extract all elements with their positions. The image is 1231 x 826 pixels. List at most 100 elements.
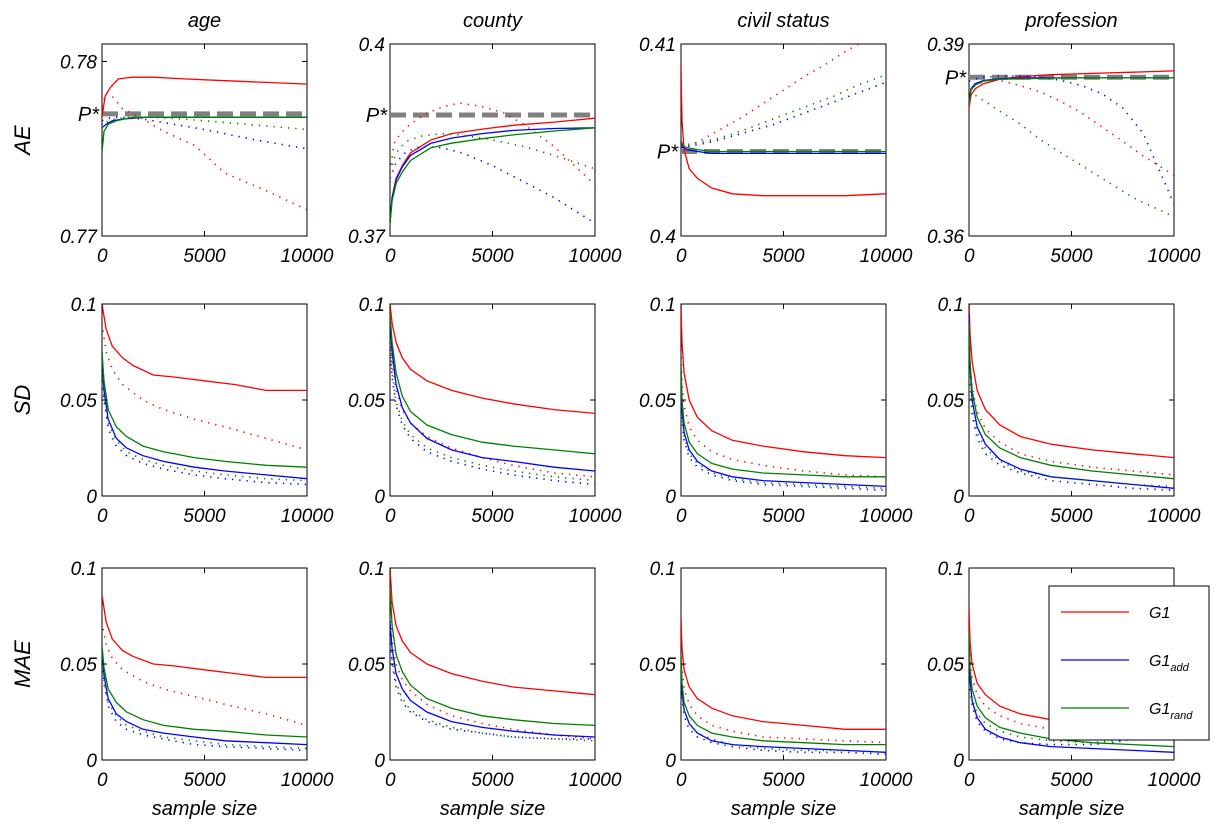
subplot-r1-c2: 0 0.05 0.1 0 5000 10000 <box>639 295 913 527</box>
x-tick-label: 0 <box>676 770 687 791</box>
x-tick-label: 10000 <box>569 506 622 527</box>
axes-box <box>389 43 596 237</box>
x-tick-label: 0 <box>385 506 396 527</box>
legend-label-subscript: rand <box>1170 710 1193 722</box>
subplot-r0-c0: 0.77 0.78 0 5000 10000 P* age AE <box>10 10 334 267</box>
y-tick-label: 0.05 <box>927 391 964 412</box>
legend-entry-G1: G1 <box>1061 605 1170 622</box>
y-tick-label: 0 <box>374 751 385 772</box>
x-tick-label: 10000 <box>1148 770 1201 791</box>
y-tick-label: 0 <box>374 487 385 508</box>
x-tick-label: 5000 <box>1050 506 1093 527</box>
x-tick-label: 0 <box>385 246 396 267</box>
plot-area <box>969 304 1174 491</box>
plot-area <box>102 594 307 752</box>
y-tick-label: 0.1 <box>359 559 385 580</box>
series-G1add-solid <box>681 141 886 155</box>
series-G1-dotted <box>390 606 595 740</box>
subplot-title: civil status <box>737 10 829 32</box>
plot-area <box>969 70 1174 218</box>
y-axis-label: SD <box>10 385 35 416</box>
x-tick-label: 5000 <box>762 770 805 791</box>
series-G1-solid <box>681 304 886 459</box>
series-G1rand-solid <box>681 361 886 478</box>
pstar-label: P* <box>366 105 388 127</box>
subplot-r0-c1: 0.37 0.4 0 5000 10000 P* county <box>348 10 622 267</box>
y-tick-label: 0.1 <box>359 295 385 316</box>
y-tick-label: 0.37 <box>348 227 386 248</box>
x-tick-label: 10000 <box>569 770 622 791</box>
series-G1rand-solid <box>969 633 1174 748</box>
series-G1add-solid <box>102 648 307 746</box>
series-G1-dotted <box>969 79 1174 176</box>
series-G1rand-solid <box>969 77 1174 105</box>
x-tick-label: 5000 <box>471 506 514 527</box>
x-tick-label: 5000 <box>762 246 805 267</box>
y-axis-label: AE <box>10 125 35 157</box>
legend-label: G1 <box>1149 605 1170 622</box>
series-G1-solid <box>969 304 1174 459</box>
subplot-title: county <box>463 10 523 32</box>
y-tick-label: 0.1 <box>71 295 97 316</box>
pstar-label: P* <box>78 104 100 126</box>
series-G1rand-dotted <box>681 376 886 490</box>
subplot-r1-c3: 0 0.05 0.1 0 5000 10000 <box>927 295 1201 527</box>
series-G1add-solid <box>681 371 886 488</box>
x-axis-label: sample size <box>731 798 837 820</box>
y-tick-label: 0.05 <box>639 655 676 676</box>
legend-label-subscript: add <box>1170 662 1189 674</box>
subplot-r0-c3: 0.36 0.39 0 5000 10000 P* profession <box>927 10 1201 267</box>
subplot-r1-c1: 0 0.05 0.1 0 5000 10000 <box>348 295 622 527</box>
y-tick-label: 0.05 <box>927 655 964 676</box>
y-tick-label: 0.77 <box>60 227 98 248</box>
plot-area <box>390 568 595 742</box>
y-tick-label: 0 <box>86 487 97 508</box>
series-G1-solid <box>681 63 886 197</box>
series-G1rand-dotted <box>390 629 595 742</box>
series-G1-solid <box>102 594 307 679</box>
x-tick-label: 10000 <box>569 246 622 267</box>
plot-area <box>390 304 595 486</box>
subplot-title: profession <box>1024 10 1117 32</box>
plot-area <box>390 102 595 224</box>
x-tick-label: 10000 <box>281 246 334 267</box>
axes-box <box>680 567 887 761</box>
y-tick-label: 0.05 <box>639 391 676 412</box>
subplot-r2-c2: 0 0.05 0.1 0 5000 10000 sample size <box>639 559 913 820</box>
series-G1rand-solid <box>102 116 307 153</box>
series-G1rand-dotted <box>102 116 307 131</box>
axes-box <box>101 567 308 761</box>
x-tick-label: 10000 <box>860 506 913 527</box>
y-tick-label: 0.1 <box>650 559 676 580</box>
subplot-title: age <box>188 10 221 32</box>
pstar-label: P* <box>657 142 679 164</box>
series-G1rand-solid <box>681 652 886 746</box>
series-G1-dotted <box>390 332 595 478</box>
y-tick-label: 0 <box>86 751 97 772</box>
series-G1add-solid <box>969 644 1174 753</box>
series-G1rand-dotted <box>969 91 1174 218</box>
x-tick-label: 10000 <box>281 770 334 791</box>
axes-box <box>968 303 1175 497</box>
x-tick-label: 0 <box>964 506 975 527</box>
x-tick-label: 0 <box>97 246 108 267</box>
y-tick-label: 0.4 <box>359 35 385 56</box>
plot-area <box>102 76 307 211</box>
x-tick-label: 0 <box>676 246 687 267</box>
x-tick-label: 10000 <box>860 246 913 267</box>
x-tick-label: 0 <box>676 506 687 527</box>
x-tick-label: 5000 <box>183 506 226 527</box>
series-G1add-solid <box>390 621 595 738</box>
x-tick-label: 0 <box>964 770 975 791</box>
series-G1rand-solid <box>390 127 595 224</box>
series-G1add-dotted <box>390 635 595 740</box>
axes-box <box>968 43 1175 237</box>
x-tick-label: 0 <box>97 770 108 791</box>
series-G1-dotted <box>969 625 1174 738</box>
y-tick-label: 0.78 <box>60 52 97 73</box>
series-G1-solid <box>681 615 886 730</box>
series-G1-solid <box>102 304 307 392</box>
x-axis-label: sample size <box>1019 798 1125 820</box>
y-tick-label: 0.4 <box>650 227 676 248</box>
